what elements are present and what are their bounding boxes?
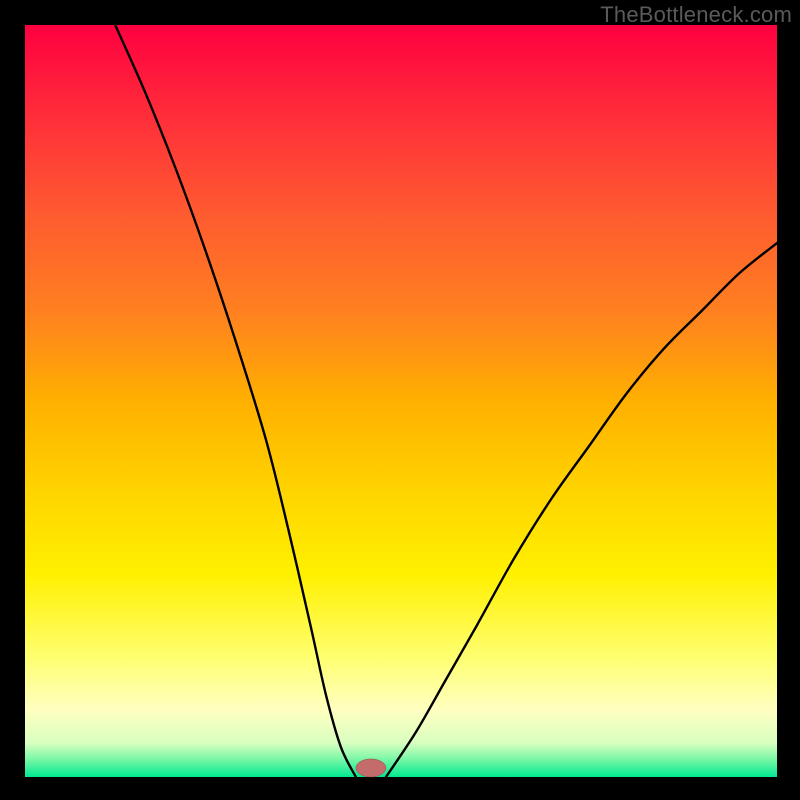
watermark-text: TheBottleneck.com xyxy=(600,2,792,28)
optimal-point-marker xyxy=(356,759,386,777)
bottleneck-chart xyxy=(0,0,800,800)
chart-container: TheBottleneck.com xyxy=(0,0,800,800)
plot-area xyxy=(25,25,777,777)
